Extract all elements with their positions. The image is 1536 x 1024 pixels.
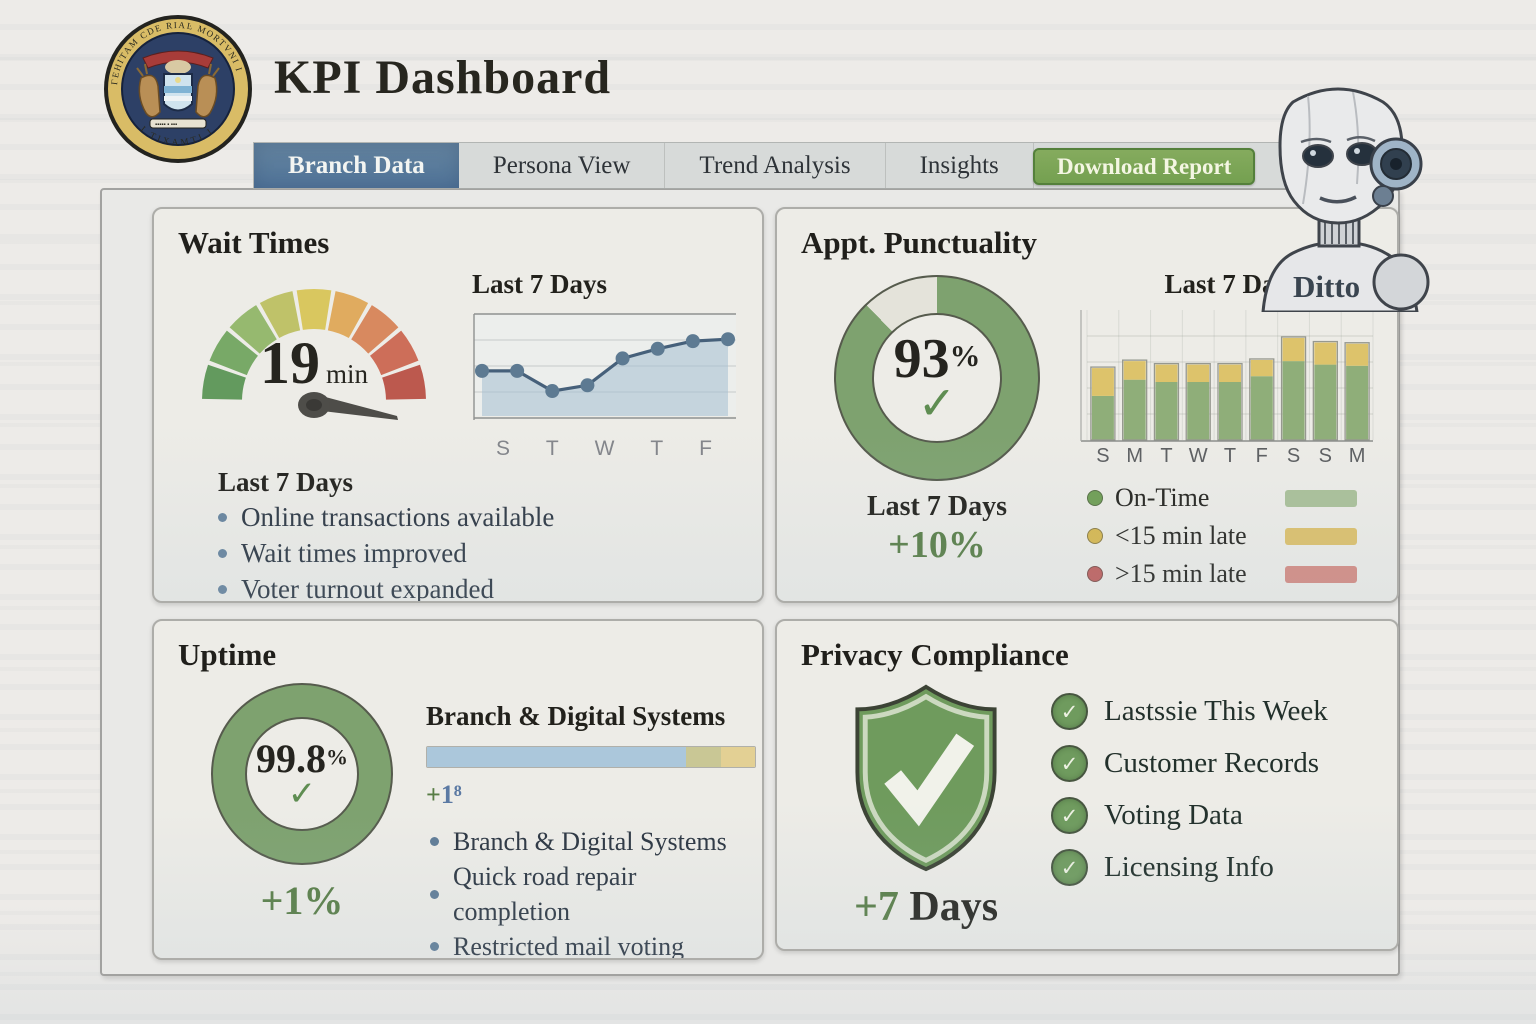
- axis-tick-label: S: [495, 437, 510, 460]
- uptime-details-block: Branch & Digital Systems +1⁸ Branch & Di…: [426, 679, 756, 958]
- page-title: KPI Dashboard: [274, 51, 612, 104]
- svg-text:F: F: [1256, 445, 1268, 467]
- ditto-robot-mascot: Ditto: [1261, 87, 1430, 312]
- legend-dot: [1087, 490, 1103, 506]
- gauge-svg: [202, 289, 426, 420]
- list-item: Online transactions available: [218, 500, 738, 536]
- uptime-donut-chart: 99.8% ✓: [211, 683, 393, 865]
- wait-times-list-title: Last 7 Days: [218, 467, 354, 497]
- tab-insights[interactable]: Insights: [886, 143, 1034, 188]
- legend-row-on-time: On-Time: [1087, 483, 1383, 513]
- progress-segment: [720, 747, 755, 767]
- privacy-card: Privacy Compliance +7 Days ✓ Lastssie Th…: [775, 619, 1399, 951]
- legend-swatch: [1285, 527, 1357, 545]
- axis-tick-label: F: [699, 437, 712, 460]
- uptime-donut-block: 99.8% ✓ +1%: [178, 679, 426, 958]
- wait-trend-title: Last 7 Days: [472, 269, 608, 299]
- punctuality-donut-chart: 93% ✓: [834, 275, 1040, 481]
- check-circle-icon: ✓: [1051, 745, 1088, 782]
- legend-label: <15 min late: [1115, 521, 1247, 550]
- check-icon: ✓: [917, 376, 957, 431]
- axis-tick-label: T: [545, 437, 559, 460]
- uptime-progress-bar: [426, 746, 756, 768]
- svg-text:M: M: [1349, 445, 1366, 467]
- tab-branch-data[interactable]: Branch Data: [254, 143, 459, 188]
- uptime-progress-title: Branch & Digital Systems: [426, 701, 726, 731]
- list-item: Wait times improved: [218, 536, 738, 572]
- svg-text:T: T: [1160, 445, 1172, 467]
- download-report-button[interactable]: Download Report: [1033, 148, 1256, 185]
- privacy-title: Privacy Compliance: [801, 637, 1069, 672]
- punctuality-title: Appt. Punctuality: [801, 225, 1037, 260]
- wait-times-bullet-list: Online transactions available Wait times…: [218, 500, 738, 601]
- state-seal-logo: ΓEHITAM CDE RIAĿ MORTVNI I I TIXAMTI I ▪…: [104, 15, 252, 163]
- list-item: Quick road repair completion: [430, 859, 756, 929]
- uptime-mini-delta: +1⁸: [426, 780, 462, 809]
- list-item: Branch & Digital Systems: [430, 824, 756, 859]
- progress-segment: [686, 747, 721, 767]
- legend-label: On-Time: [1115, 483, 1210, 512]
- uptime-delta: +1%: [260, 878, 344, 923]
- check-circle-icon: ✓: [1051, 849, 1088, 886]
- svg-text:W: W: [1189, 445, 1208, 467]
- progress-segment: [427, 747, 687, 767]
- punctuality-legend: On-Time <15 min late >15 min late: [1087, 483, 1383, 589]
- legend-dot: [1087, 566, 1103, 582]
- checklist-item: ✓ Customer Records: [1051, 745, 1373, 782]
- wait-times-gauge: 19 min: [178, 267, 450, 435]
- privacy-checklist: ✓ Lastssie This Week ✓ Customer Records …: [1051, 679, 1373, 931]
- checklist-item: ✓ Lastssie This Week: [1051, 693, 1373, 730]
- punctuality-donut-value: 93%: [893, 328, 981, 391]
- gauge-number: 19: [259, 330, 320, 396]
- wait-trend-line-chart: [473, 313, 736, 420]
- svg-text:T: T: [1224, 445, 1236, 467]
- gauge-value: 19 min: [178, 329, 450, 398]
- legend-label: >15 min late: [1115, 559, 1247, 588]
- wait-trend-block: Last 7 Days S T W T F: [464, 267, 744, 461]
- check-icon: ✓: [287, 773, 317, 814]
- axis-tick-label: W: [594, 437, 615, 460]
- list-item: Voter turnout expanded: [218, 572, 738, 601]
- legend-dot: [1087, 528, 1103, 544]
- uptime-bullet-list: Branch & Digital Systems Quick road repa…: [430, 824, 756, 958]
- punctuality-period-label: Last 7 Days: [866, 491, 1007, 522]
- privacy-delta: +7 Days: [853, 884, 999, 930]
- svg-text:S: S: [1287, 445, 1300, 467]
- punctuality-delta: +10%: [888, 524, 986, 566]
- uptime-title: Uptime: [178, 637, 277, 672]
- tab-trend-analysis[interactable]: Trend Analysis: [665, 143, 886, 188]
- gauge-unit: min: [325, 359, 368, 389]
- legend-row-over-15: >15 min late: [1087, 559, 1383, 589]
- legend-swatch: [1285, 489, 1357, 507]
- legend-swatch: [1285, 565, 1357, 583]
- checklist-item: ✓ Licensing Info: [1051, 849, 1373, 886]
- check-circle-icon: ✓: [1051, 797, 1088, 834]
- wait-times-card: Wait Times 19 min Last 7 Days S T W T F Last …: [152, 207, 764, 603]
- privacy-shield-block: +7 Days: [801, 679, 1051, 931]
- svg-text:M: M: [1126, 445, 1143, 467]
- punctuality-donut-block: 93% ✓ Last 7 Days +10%: [801, 267, 1073, 597]
- shield-check-icon: [855, 684, 997, 872]
- svg-text:Ditto: Ditto: [1293, 269, 1360, 304]
- wait-times-title: Wait Times: [178, 225, 330, 260]
- tab-bar: Branch Data Persona View Trend Analysis …: [253, 142, 1389, 189]
- checklist-item: ✓ Voting Data: [1051, 797, 1373, 834]
- axis-tick-label: T: [650, 437, 664, 460]
- uptime-card: Uptime 99.8% ✓ +1% Branch & Digital Syst…: [152, 619, 764, 960]
- svg-text:S: S: [1319, 445, 1332, 467]
- check-circle-icon: ✓: [1051, 693, 1088, 730]
- svg-text:▪▪▪▪▪ ▪ ▪▪▪: ▪▪▪▪▪ ▪ ▪▪▪: [155, 122, 177, 128]
- tab-persona-view[interactable]: Persona View: [459, 143, 666, 188]
- svg-text:S: S: [1096, 445, 1109, 467]
- list-item: Restricted mail voting: [430, 929, 756, 958]
- uptime-donut-value: 99.8%: [256, 735, 348, 781]
- legend-row-under-15: <15 min late: [1087, 521, 1383, 551]
